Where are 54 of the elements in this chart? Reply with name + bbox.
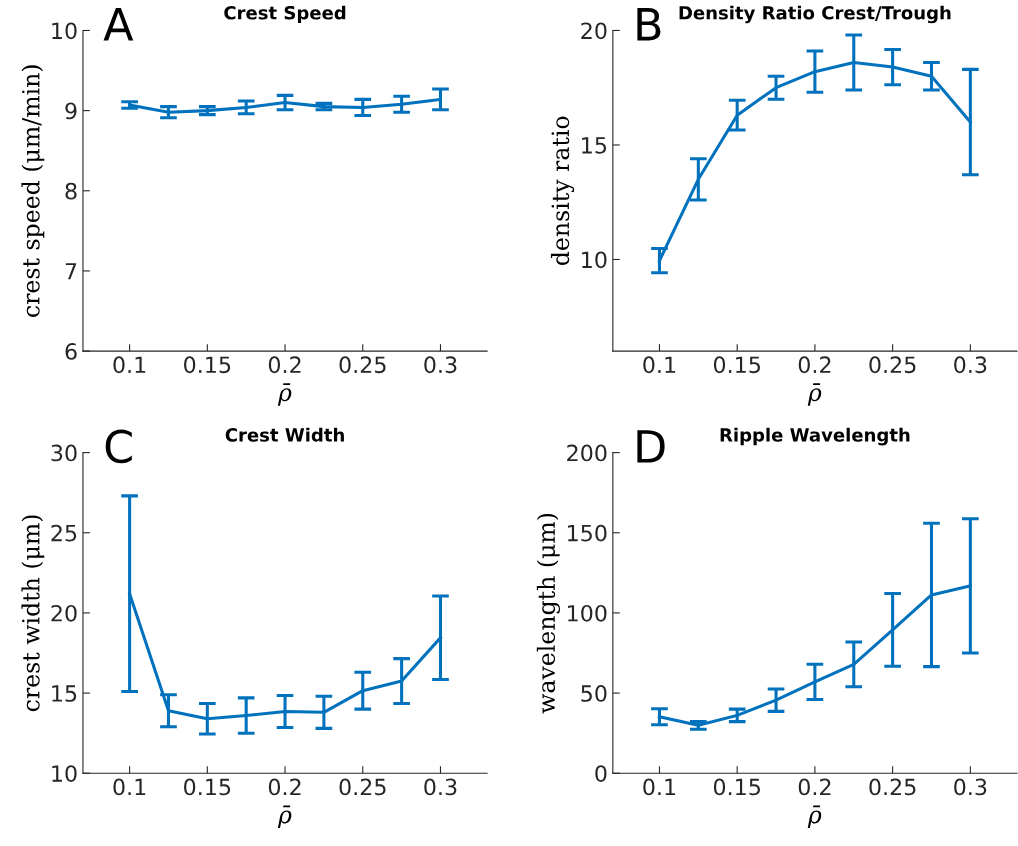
y-tick-label: 15	[582, 137, 607, 154]
y-tick-label: 50	[581, 685, 607, 702]
y-tick-label: 25	[51, 524, 77, 542]
x-axis-title: ρ̄	[277, 383, 292, 406]
y-axis-title: crest speed (μm/min)	[21, 65, 45, 317]
x-tick-label: 0.3	[954, 778, 987, 796]
x-tick-label: 0.25	[869, 356, 916, 374]
y-tick-label: 20	[581, 22, 607, 40]
y-axis-title: crest width (μm)	[21, 515, 45, 712]
y-tick-label: 7	[65, 263, 77, 280]
x-tick-label: 0.3	[424, 356, 457, 374]
y-axis-title: density ratio	[550, 116, 575, 266]
x-tick-label: 0.25	[339, 356, 386, 374]
chart-title: Crest Speed	[224, 5, 346, 24]
x-tick-label: 0.3	[954, 356, 987, 374]
x-tick-label: 0.1	[643, 778, 676, 796]
x-tick-label: 0.1	[643, 356, 676, 374]
y-tick-label: 10	[52, 22, 77, 40]
x-tick-label: 0.15	[713, 778, 760, 796]
x-axis-title: ρ̄	[807, 383, 822, 406]
x-axis-title: ρ̄	[807, 805, 822, 829]
y-tick-label: 150	[568, 524, 607, 542]
y-axis-title: wavelength (μm)	[536, 513, 560, 714]
y-tick-label: 8	[65, 182, 77, 200]
x-tick-label: 0.3	[424, 778, 457, 796]
chart-title: Density Ratio Crest/Trough	[679, 5, 951, 24]
x-tick-label: 0.1	[113, 356, 146, 374]
x-tick-label: 0.25	[339, 778, 386, 796]
y-tick-label: 100	[568, 604, 607, 622]
x-tick-label: 0.15	[184, 356, 231, 374]
x-tick-label: 0.25	[869, 778, 916, 796]
annotation: A	[103, 8, 134, 41]
x-tick-label: 0.2	[798, 778, 831, 796]
chart-title: Ripple Wavelength	[720, 427, 910, 446]
x-tick-label: 0.15	[184, 778, 231, 796]
annotation: D	[637, 430, 665, 463]
y-tick-label: 10	[52, 765, 77, 782]
y-tick-label: 30	[51, 444, 77, 462]
chart-title: Crest Width	[225, 427, 344, 442]
x-tick-label: 0.15	[713, 356, 760, 374]
y-tick-label: 200	[567, 444, 607, 462]
annotation: C	[105, 429, 132, 464]
x-axis-title: ρ̄	[277, 805, 292, 829]
x-tick-label: 0.2	[798, 356, 831, 374]
y-tick-label: 0	[595, 765, 607, 782]
y-tick-label: 6	[65, 343, 77, 360]
y-tick-label: 10	[582, 251, 607, 269]
y-tick-label: 15	[52, 685, 77, 702]
x-tick-label: 0.1	[113, 778, 146, 796]
x-tick-label: 0.2	[268, 778, 301, 796]
annotation: B	[637, 8, 661, 41]
y-tick-label: 9	[65, 102, 77, 120]
x-tick-label: 0.2	[268, 356, 301, 374]
y-tick-label: 20	[51, 604, 77, 622]
